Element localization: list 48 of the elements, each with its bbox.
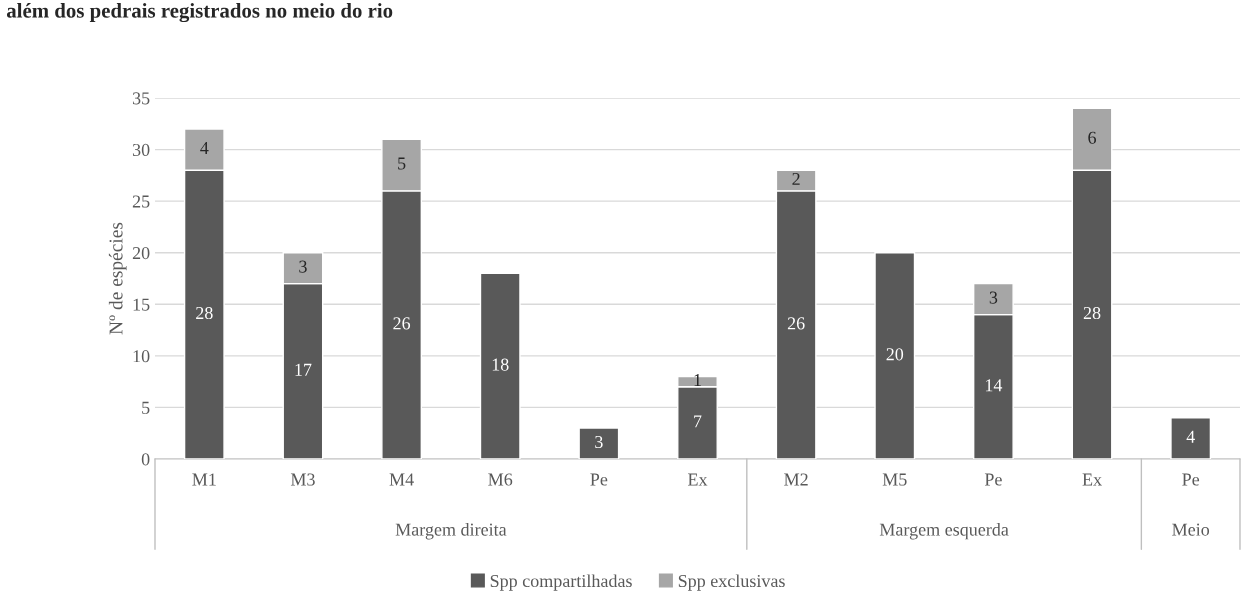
y-tick-label: 30	[132, 143, 150, 157]
data-label: 2	[792, 172, 800, 185]
x-tick-label: M3	[290, 473, 315, 486]
bar	[578, 427, 620, 459]
data-label: 17	[295, 363, 312, 376]
data-label: 3	[595, 435, 603, 449]
text: Margem direita	[395, 522, 507, 540]
x-tick-label: Pe	[590, 473, 608, 486]
data-label: 3	[299, 260, 307, 273]
x-tick-label: M4	[389, 473, 414, 486]
bar	[479, 272, 521, 459]
legend-label: Spp compartilhadas	[490, 574, 632, 591]
data-label: 28	[1083, 306, 1101, 320]
x-tick-label: M1	[192, 473, 216, 486]
data-label: 4	[1186, 430, 1195, 443]
x-tick-label: Pe	[984, 473, 1002, 486]
text: Meio	[1172, 523, 1210, 536]
data-label: 4	[200, 142, 209, 154]
x-tick-label: Ex	[687, 473, 708, 486]
x-tick-label: M6	[488, 473, 513, 486]
data-label: 18	[492, 358, 509, 371]
x-tick-label: M2	[784, 473, 808, 486]
chart-title: além dos pedrais registrados no meio do rio	[6, 3, 393, 23]
y-axis-title: Nº de espécies	[108, 222, 127, 335]
y-tick-label: 35	[132, 92, 150, 105]
data-label: 7	[694, 415, 702, 428]
legend-label: Spp exclusivas	[678, 574, 785, 591]
data-label: 1	[694, 374, 701, 386]
x-tick-label: Pe	[1182, 473, 1200, 486]
x-tick-label: M5	[882, 473, 907, 486]
y-tick-label: 25	[132, 195, 150, 208]
bar	[1170, 417, 1212, 459]
data-label: 26	[393, 317, 411, 330]
y-tick-label: 10	[133, 350, 150, 363]
y-tick-label: 20	[132, 246, 150, 260]
data-label: 20	[886, 348, 904, 361]
y-tick-label: 15	[133, 298, 150, 311]
data-label: 6	[1088, 131, 1097, 144]
data-label: 14	[985, 379, 1003, 392]
x-tick-label: Ex	[1082, 473, 1102, 486]
text: Margem esquerda	[879, 522, 1009, 540]
data-label: 28	[196, 306, 213, 320]
data-label: 5	[398, 157, 406, 170]
data-label: 3	[989, 291, 998, 304]
bar	[874, 252, 916, 459]
y-tick-label: 5	[142, 401, 150, 414]
y-tick-label: 0	[141, 453, 150, 466]
data-label: 26	[787, 317, 805, 330]
